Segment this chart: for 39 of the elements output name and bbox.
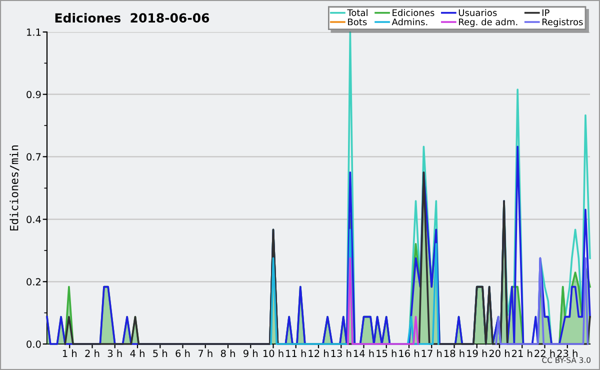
y-tick-label: 1.1 [27, 28, 41, 36]
x-tick-label: 11 h [286, 350, 306, 357]
x-tick-label: 5 h [153, 350, 168, 358]
legend-label: Usuarios [458, 9, 497, 16]
legend-label: Bots [348, 18, 367, 26]
x-tick-label: 22 h [534, 350, 555, 357]
y-tick-label: 0.0 [26, 340, 41, 348]
legend-label: Admins. [392, 18, 428, 26]
y-tick-label: 0.4 [26, 216, 41, 224]
legend-label: Total [347, 9, 368, 16]
chart-title: Ediciones 2018-06-06 [55, 12, 210, 23]
x-tick-label: 7 h [198, 350, 212, 357]
legend-label: Reg. de adm. [459, 18, 518, 28]
x-tick-label: 9 h [244, 350, 258, 358]
legend-label: Ediciones [392, 9, 434, 16]
x-tick-label: 14 h [354, 350, 374, 357]
x-tick-label: 21 h [512, 350, 532, 357]
x-tick-label: 2 h [85, 350, 100, 357]
x-tick-label: 17 h [422, 350, 442, 357]
x-tick-label: 13 h [331, 350, 352, 358]
x-tick-label: 15 h [376, 350, 396, 358]
x-tick-label: 23 h [557, 350, 578, 358]
y-tick-label: 0.2 [26, 278, 40, 286]
x-tick-label: 18 h [444, 350, 464, 358]
x-tick-label: 10 h [264, 350, 284, 358]
y-tick-label: 0.7 [26, 153, 41, 161]
x-tick-label: 6 h [176, 350, 190, 358]
x-tick-label: 4 h [130, 350, 144, 357]
y-tick-label: 0.9 [26, 90, 41, 98]
x-tick-label: 20 h [489, 350, 510, 358]
legend-label: Registros [542, 18, 583, 28]
legend-label: IP [542, 9, 550, 16]
x-tick-label: 3 h [108, 350, 122, 358]
x-tick-label: 12 h [308, 350, 328, 357]
x-tick-label: 1 h [62, 350, 77, 357]
x-tick-label: 19 h [467, 350, 487, 358]
y-axis-title: Ediciones/min [10, 146, 20, 230]
x-tick-label: 16 h [399, 350, 419, 358]
x-tick-label: 8 h [220, 350, 235, 358]
